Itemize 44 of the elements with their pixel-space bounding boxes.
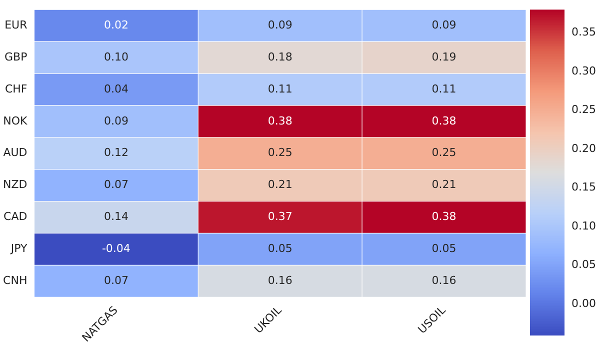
data-label: 0.09 xyxy=(104,114,128,128)
data-label: 0.14 xyxy=(104,210,128,224)
data-label: 0.02 xyxy=(104,18,128,32)
data-label: 0.38 xyxy=(432,114,456,128)
data-label: 0.07 xyxy=(104,178,128,192)
color-bar-label: 0.00 xyxy=(572,296,596,310)
y-tick-label: GBP xyxy=(4,50,28,64)
data-label: 0.38 xyxy=(432,210,456,224)
y-tick-label: CHF xyxy=(4,82,28,96)
color-bar-label: 0.20 xyxy=(572,142,596,155)
data-label: 0.05 xyxy=(432,242,456,256)
y-tick-label: NZD xyxy=(3,178,28,192)
color-bar-label: 0.30 xyxy=(572,64,596,78)
data-label: 0.09 xyxy=(268,18,292,32)
color-bar-label: 0.15 xyxy=(572,180,596,194)
data-label: 0.21 xyxy=(432,178,456,192)
color-bar-label: 0.35 xyxy=(572,26,596,39)
data-label: 0.19 xyxy=(432,50,456,64)
data-label: 0.21 xyxy=(268,178,292,192)
data-label: 0.16 xyxy=(268,274,292,287)
data-label: 0.25 xyxy=(432,146,456,160)
data-label: 0.04 xyxy=(104,82,128,96)
color-bar-label: 0.10 xyxy=(572,219,596,232)
data-label: 0.10 xyxy=(104,50,128,64)
data-label: 0.09 xyxy=(432,18,456,32)
color-bar-label: 0.05 xyxy=(572,258,596,272)
y-tick-label: EUR xyxy=(4,18,28,32)
data-label: 0.11 xyxy=(268,82,292,96)
y-tick-label: CNH xyxy=(3,274,28,287)
y-tick-label: AUD xyxy=(3,146,28,160)
data-label: 0.25 xyxy=(268,146,292,160)
y-tick-label: NOK xyxy=(3,114,28,128)
data-label: 0.16 xyxy=(432,274,456,287)
y-tick-label: CAD xyxy=(4,210,28,224)
data-label: 0.18 xyxy=(268,50,292,64)
data-label: 0.05 xyxy=(268,242,292,256)
data-label: 0.11 xyxy=(432,82,456,96)
data-label: -0.04 xyxy=(102,242,130,256)
data-label: 0.37 xyxy=(268,210,292,224)
data-label: 0.38 xyxy=(268,114,292,128)
color-bar-label: 0.25 xyxy=(572,103,596,116)
data-label: 0.12 xyxy=(104,146,128,160)
y-tick-label: JPY xyxy=(10,242,28,256)
data-label: 0.07 xyxy=(104,274,128,287)
